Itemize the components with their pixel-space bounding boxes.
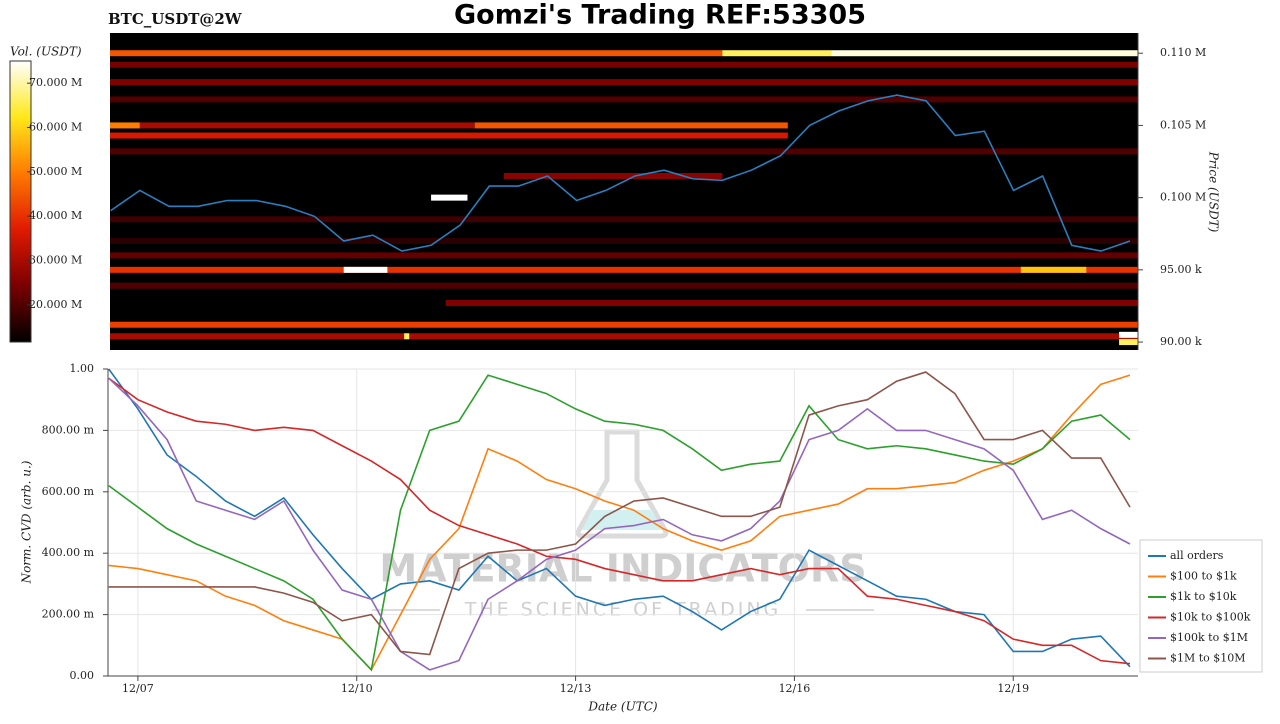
y-tick-label: 1.00 [70, 362, 95, 375]
legend-label: $100k to $1M [1170, 631, 1248, 644]
legend-label: $1k to $10k [1170, 590, 1237, 603]
heat-cell [110, 96, 1138, 103]
series-line [108, 371, 1131, 656]
colorbar-tick-label: 70.000 M [29, 76, 82, 89]
legend-label: $10k to $100k [1170, 611, 1251, 624]
heatmap [110, 50, 1138, 346]
heat-cell [1020, 266, 1087, 273]
heat-cell [831, 50, 1138, 57]
watermark-flask [575, 429, 669, 539]
colorbar [9, 60, 32, 343]
price-line [110, 94, 1131, 252]
heat-cell [110, 321, 1138, 328]
heatmap-background [110, 33, 1138, 350]
colorbar-tick-label: 30.000 M [29, 253, 82, 266]
heat-cell [1119, 339, 1138, 346]
heat-cell [110, 216, 1138, 223]
heat-cell [431, 194, 468, 201]
colorbar-tick-label: 60.000 M [29, 120, 82, 133]
x-tick-label: 12/13 [560, 682, 592, 695]
heat-cell [503, 172, 723, 179]
heat-cell [474, 122, 788, 129]
x-tick-label: 12/10 [341, 682, 373, 695]
chart-title: Gomzi's Trading REF:53305 [454, 0, 866, 31]
y-tick-label: 0.100 M [1160, 191, 1206, 204]
heat-cell [404, 333, 410, 340]
y-tick-label: 400.00 m [42, 546, 95, 559]
heat-cell [445, 300, 1138, 307]
heat-cell [110, 282, 1138, 289]
legend [1139, 539, 1263, 673]
y-axis-label: Norm. CVD (arb. u.) [20, 460, 34, 584]
heat-cell [1119, 331, 1138, 338]
legend-label: $100 to $1k [1170, 570, 1237, 583]
y-axis-label: Price (USDT) [1207, 151, 1221, 233]
y-tick-label: 600.00 m [42, 485, 95, 498]
heat-cell [110, 61, 1138, 68]
heat-cell [110, 79, 1138, 86]
series-line [108, 374, 1131, 672]
heat-cell [110, 237, 1138, 244]
y-tick-label: 800.00 m [42, 423, 95, 436]
series-line [108, 377, 1131, 665]
heat-cell [110, 266, 1138, 273]
colorbar-label: Vol. (USDT) [10, 45, 82, 59]
y-tick-label: 95.00 k [1160, 263, 1202, 276]
legend-label: $1M to $10M [1170, 652, 1246, 665]
y-tick-label: 0.105 M [1160, 118, 1206, 131]
colorbar-tick-label: 40.000 M [29, 209, 82, 222]
heat-cell [722, 50, 832, 57]
x-tick-label: 12/19 [997, 682, 1029, 695]
y-tick-label: 0.110 M [1160, 46, 1206, 59]
heat-cell [110, 252, 1138, 259]
heat-cell [139, 122, 475, 129]
heat-cell [110, 50, 723, 57]
x-axis-label: Date (UTC) [587, 700, 657, 714]
series-line [108, 377, 1131, 671]
heat-cell [110, 148, 1138, 155]
y-tick-label: 200.00 m [42, 608, 95, 621]
y-tick-label: 90.00 k [1160, 335, 1202, 348]
series-line [108, 374, 1131, 672]
x-tick-label: 12/16 [779, 682, 811, 695]
heat-cell [110, 122, 140, 129]
x-tick-label: 12/07 [122, 682, 154, 695]
subtitle: BTC_USDT@2W [108, 10, 243, 28]
series-line [108, 368, 1131, 668]
legend-label: all orders [1170, 549, 1224, 562]
y-tick-label: 0.00 [70, 669, 95, 682]
colorbar-tick-label: 50.000 M [29, 165, 82, 178]
heat-cell [110, 333, 1138, 340]
heat-cell [343, 266, 388, 273]
colorbar-tick-label: 20.000 M [29, 298, 82, 311]
heat-cell [110, 132, 788, 139]
